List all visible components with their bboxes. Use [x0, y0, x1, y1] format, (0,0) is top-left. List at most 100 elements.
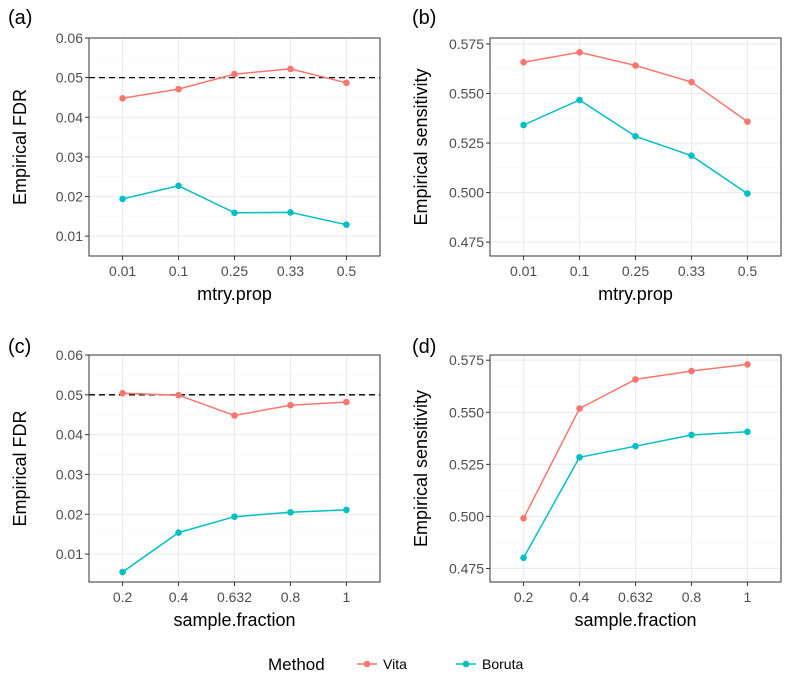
y-tick-label: 0.05 — [56, 70, 83, 86]
data-point-vita — [119, 389, 126, 397]
y-tick-label: 0.575 — [449, 36, 484, 52]
data-point-boruta — [287, 209, 294, 216]
data-point-vita — [632, 376, 639, 383]
data-point-boruta — [576, 453, 583, 461]
x-tick-label: 0.8 — [682, 589, 702, 605]
x-tick-label: 0.25 — [221, 263, 248, 279]
data-point-boruta — [520, 121, 527, 129]
panel-tag: (b) — [412, 7, 436, 29]
legend-title: Method — [268, 655, 325, 674]
x-tick-label: 0.632 — [217, 589, 252, 605]
data-point-vita — [744, 118, 751, 125]
panel-border — [88, 354, 381, 583]
x-tick-label: 1 — [343, 589, 351, 605]
data-point-vita — [287, 401, 294, 409]
data-point-boruta — [175, 529, 182, 536]
x-tick-label: 0.33 — [277, 263, 304, 279]
panel-tag: (d) — [412, 336, 436, 358]
panel-b: 0.475 0.500 0.525 0.550 0.575 0.01 0.1 0.25 0.33… — [411, 7, 782, 304]
y-tick-label: 0.500 — [449, 508, 484, 524]
x-tick-label: 0.33 — [678, 263, 705, 279]
x-axis-title: sample.fraction — [173, 610, 295, 630]
data-point-vita — [520, 514, 527, 522]
data-point-boruta — [632, 442, 639, 450]
y-tick-label: 0.575 — [449, 352, 484, 368]
y-tick-label: 0.475 — [449, 560, 484, 576]
data-point-vita — [688, 367, 695, 375]
legend-key-point — [462, 660, 470, 668]
data-point-vita — [343, 79, 350, 87]
data-point-vita — [632, 62, 639, 69]
data-point-vita — [287, 65, 294, 73]
data-point-boruta — [576, 96, 583, 104]
y-tick-label: 0.03 — [56, 149, 83, 165]
y-tick-label: 0.550 — [449, 404, 484, 420]
data-point-vita — [576, 48, 583, 56]
x-tick-label: 0.5 — [337, 263, 357, 279]
x-tick-label: 0.8 — [281, 589, 301, 605]
data-point-boruta — [287, 509, 294, 516]
data-point-boruta — [520, 554, 527, 562]
legend-key-point — [363, 660, 371, 668]
x-tick-label: 0.1 — [169, 263, 189, 279]
panel-d: 0.475 0.500 0.525 0.550 0.575 0.2 0.4 0.632 0.8 1… — [411, 336, 782, 630]
x-tick-label: 0.25 — [622, 263, 649, 279]
x-axis-title: sample.fraction — [574, 610, 696, 630]
data-point-boruta — [688, 431, 695, 439]
y-tick-label: 0.500 — [449, 185, 484, 201]
legend-label: Boruta — [482, 656, 523, 672]
legend: Method Vita Boruta — [268, 655, 523, 674]
x-tick-label: 0.632 — [618, 589, 653, 605]
data-point-vita — [231, 412, 238, 419]
y-axis-title: Empirical FDR — [10, 410, 30, 526]
y-axis-title: Empirical sensitivity — [411, 68, 431, 225]
data-point-vita — [576, 405, 583, 412]
x-axis-title: mtry.prop — [197, 284, 272, 304]
data-point-boruta — [343, 221, 350, 228]
panel-border — [489, 37, 782, 257]
data-point-boruta — [119, 195, 126, 203]
y-tick-label: 0.01 — [56, 228, 83, 244]
x-axis-title: mtry.prop — [598, 284, 673, 304]
data-point-vita — [175, 391, 182, 399]
data-point-boruta — [343, 506, 350, 514]
x-tick-label: 0.1 — [570, 263, 590, 279]
x-tick-label: 0.4 — [570, 589, 590, 605]
panel-tag: (a) — [8, 7, 32, 29]
y-tick-label: 0.06 — [56, 347, 83, 363]
data-point-vita — [343, 398, 350, 406]
y-tick-label: 0.04 — [56, 109, 83, 125]
x-tick-label: 0.01 — [109, 263, 136, 279]
y-axis-title: Empirical sensitivity — [411, 390, 431, 547]
legend-label: Vita — [383, 656, 407, 672]
y-tick-label: 0.475 — [449, 234, 484, 250]
y-tick-label: 0.05 — [56, 387, 83, 403]
data-point-boruta — [632, 132, 639, 140]
data-point-boruta — [231, 513, 238, 520]
panel-border — [88, 37, 381, 257]
y-tick-label: 0.525 — [449, 135, 484, 151]
data-point-boruta — [231, 209, 238, 217]
data-point-boruta — [175, 182, 182, 190]
x-tick-label: 0.2 — [514, 589, 534, 605]
x-tick-label: 0.4 — [169, 589, 189, 605]
data-point-vita — [119, 94, 126, 102]
y-tick-label: 0.03 — [56, 466, 83, 482]
x-tick-label: 0.01 — [510, 263, 537, 279]
data-point-vita — [520, 58, 527, 66]
data-point-boruta — [688, 152, 695, 160]
x-tick-label: 1 — [744, 589, 752, 605]
y-tick-label: 0.04 — [56, 427, 83, 443]
data-point-vita — [744, 361, 751, 368]
y-tick-label: 0.06 — [56, 30, 83, 46]
y-tick-label: 0.525 — [449, 456, 484, 472]
panel-border — [489, 354, 782, 583]
panel-a: 0.01 0.02 0.03 0.04 0.05 0.06 0.01 0.1 0.25 0.33 0… — [8, 7, 381, 304]
y-tick-label: 0.550 — [449, 85, 484, 101]
data-point-boruta — [744, 190, 751, 197]
panel-tag: (c) — [8, 336, 31, 358]
data-point-vita — [688, 78, 695, 86]
x-tick-label: 0.5 — [738, 263, 758, 279]
y-axis-title: Empirical FDR — [10, 89, 30, 205]
